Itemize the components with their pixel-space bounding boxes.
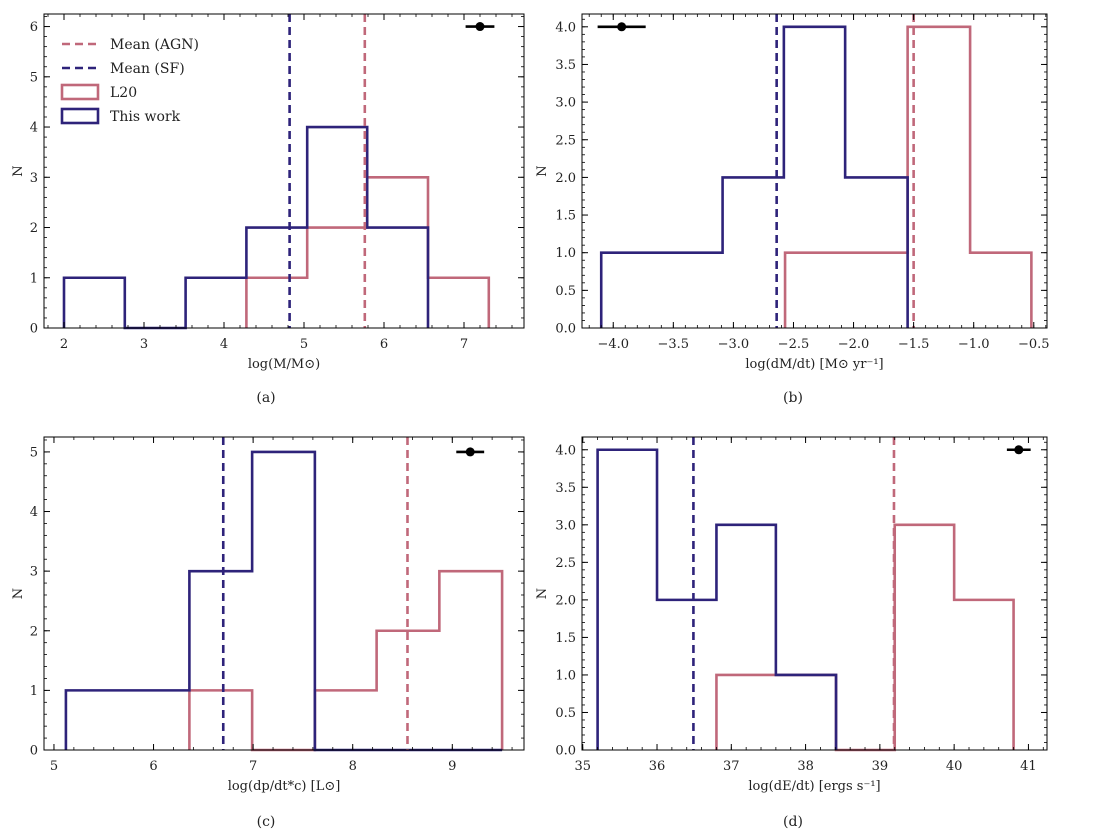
y-tick-label: 2.0 xyxy=(555,171,576,186)
histogram-this-work xyxy=(64,450,503,752)
axes-frame xyxy=(43,436,525,751)
panel-4: 35 36 37 38 39 40 41 0.0 0.5 1.0 1.5 2.0 2.5 3.0 3.5 4.… xyxy=(535,436,1048,830)
y-tick-label: 2.5 xyxy=(555,133,576,148)
y-tick-label: 3.5 xyxy=(555,481,576,496)
y-tick-label: 1 xyxy=(30,271,38,286)
x-tick-label: −0.5 xyxy=(1018,337,1050,352)
legend-this-work-label: This work xyxy=(110,109,181,125)
x-tick-label: 7 xyxy=(249,759,257,774)
x-tick-label: 9 xyxy=(448,759,456,774)
x-tick-label: −1.5 xyxy=(898,337,930,352)
y-tick-label: 3 xyxy=(30,565,38,580)
x-tick-label: 41 xyxy=(1020,759,1037,774)
errorbar-point xyxy=(617,22,627,32)
y-tick-label: 0.5 xyxy=(555,284,576,299)
x-tick-label: 2 xyxy=(60,337,68,352)
legend-l20-swatch xyxy=(60,83,100,101)
legend: Mean (AGN) Mean (SF) L20 This work xyxy=(60,37,199,125)
y-axis-label: N xyxy=(535,165,550,176)
y-tick-label: 5 xyxy=(30,70,38,85)
histogram-l20 xyxy=(783,25,1033,328)
y-tick-label: 1 xyxy=(30,684,38,699)
x-tick-label: 5 xyxy=(50,759,58,774)
x-tick-label: 35 xyxy=(574,759,591,774)
panel-caption: (c) xyxy=(257,814,276,830)
axes-frame xyxy=(581,13,1048,329)
histogram-this-work xyxy=(596,448,838,750)
legend-this-work-swatch xyxy=(60,107,100,125)
y-tick-label: 1.0 xyxy=(555,246,576,261)
x-tick-label: 7 xyxy=(460,337,468,352)
axes-frame xyxy=(581,436,1048,751)
x-tick-label: 36 xyxy=(649,759,666,774)
legend-mean-sf-label: Mean (SF) xyxy=(110,61,185,77)
panel-caption: (b) xyxy=(783,390,803,406)
errorbar-point xyxy=(465,447,475,457)
x-axis-label: log(dp/dt*c) [L⊙] xyxy=(228,779,341,794)
panel-3: 5 6 7 8 9 0 1 2 3 4 5 log(dp/dt*c) [L⊙] N (c) xyxy=(11,436,525,830)
x-tick-label: 6 xyxy=(149,759,157,774)
x-axis-label: log(dE/dt) [ergs s⁻¹] xyxy=(748,779,880,794)
y-tick-label: 1.5 xyxy=(555,631,576,646)
histogram-l20 xyxy=(715,523,1015,752)
y-axis-label: N xyxy=(535,588,550,599)
y-tick-label: 5 xyxy=(30,445,38,460)
y-tick-label: 4.0 xyxy=(555,20,576,35)
x-tick-label: −3.0 xyxy=(718,337,750,352)
y-tick-label: 3 xyxy=(30,171,38,186)
y-tick-label: 2 xyxy=(30,221,38,236)
y-axis-label: N xyxy=(11,165,26,176)
histogram-this-work xyxy=(599,25,909,328)
x-tick-label: 37 xyxy=(723,759,740,774)
x-tick-label: −3.5 xyxy=(658,337,690,352)
errorbar-point xyxy=(475,22,485,32)
y-tick-label: 6 xyxy=(30,20,38,35)
y-tick-label: 1.5 xyxy=(555,209,576,224)
x-axis-label: log(dM/dt) [M⊙ yr⁻¹] xyxy=(745,357,883,372)
y-tick-label: 4 xyxy=(30,121,38,136)
errorbar-point xyxy=(1014,445,1024,455)
x-tick-label: 5 xyxy=(300,337,308,352)
axes-frame xyxy=(43,13,525,329)
y-tick-label: 4.0 xyxy=(555,443,576,458)
y-tick-label: 0.5 xyxy=(555,706,576,721)
histogram-l20 xyxy=(188,569,504,752)
x-tick-label: −4.0 xyxy=(597,337,629,352)
x-tick-label: 8 xyxy=(349,759,357,774)
y-tick-label: 1.0 xyxy=(555,668,576,683)
histogram-this-work xyxy=(62,125,430,330)
x-tick-label: 4 xyxy=(220,337,228,352)
x-tick-label: −2.0 xyxy=(838,337,870,352)
y-tick-label: 3.5 xyxy=(555,58,576,73)
x-tick-label: 3 xyxy=(140,337,148,352)
panel-caption: (d) xyxy=(783,814,803,830)
y-tick-label: 0 xyxy=(30,322,38,337)
x-tick-label: −1.0 xyxy=(958,337,990,352)
y-tick-label: 3.0 xyxy=(555,96,576,111)
y-tick-label: 0 xyxy=(30,744,38,759)
x-tick-label: 38 xyxy=(797,759,814,774)
legend-l20-label: L20 xyxy=(110,85,137,101)
panel-2: −4.0 −3.5 −3.0 −2.5 −2.0 −1.5 −1.0 −0.5 0.0 0.5 1.… xyxy=(535,13,1050,406)
y-tick-label: 2.5 xyxy=(555,556,576,571)
x-axis-label: log(M/M⊙) xyxy=(248,357,320,372)
y-tick-label: 0.0 xyxy=(555,322,576,337)
y-tick-label: 4 xyxy=(30,505,38,520)
y-tick-label: 0.0 xyxy=(555,744,576,759)
x-tick-label: −2.5 xyxy=(778,337,810,352)
x-tick-label: 39 xyxy=(872,759,889,774)
panel-caption: (a) xyxy=(256,390,275,406)
panel-1: 2 3 4 5 6 7 0 1 2 3 4 5 6 log(M/M⊙) N (a) xyxy=(11,13,525,406)
x-tick-label: 6 xyxy=(380,337,388,352)
y-axis-label: N xyxy=(11,588,26,599)
y-tick-label: 3.0 xyxy=(555,518,576,533)
x-tick-label: 40 xyxy=(946,759,963,774)
legend-mean-agn-label: Mean (AGN) xyxy=(110,37,199,53)
y-tick-label: 2 xyxy=(30,624,38,639)
y-tick-label: 2.0 xyxy=(555,593,576,608)
